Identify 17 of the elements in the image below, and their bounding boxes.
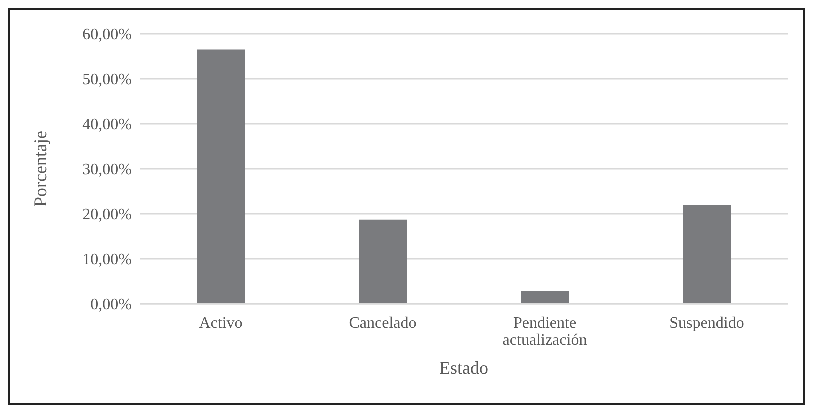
- x-tick-label: Suspendido: [670, 315, 744, 332]
- bar: [359, 220, 407, 304]
- y-tick-label: 0,00%: [90, 296, 132, 314]
- y-tick-label: 20,00%: [82, 206, 132, 224]
- y-tick-label: 30,00%: [82, 162, 132, 179]
- y-axis-title: Porcentaje: [30, 131, 50, 207]
- bar: [683, 205, 731, 304]
- x-tick-label: Cancelado: [349, 315, 417, 332]
- y-tick-label: 10,00%: [82, 252, 132, 269]
- bar: [197, 50, 245, 304]
- y-tick-label: 60,00%: [82, 26, 132, 44]
- y-tick-label: 40,00%: [82, 116, 132, 134]
- x-tick-label: Activo: [199, 315, 243, 332]
- y-tick-label: 50,00%: [82, 72, 132, 89]
- x-tick-label: Pendiente actualización: [502, 315, 588, 349]
- bar: [521, 291, 569, 304]
- x-axis-title: Estado: [440, 358, 488, 378]
